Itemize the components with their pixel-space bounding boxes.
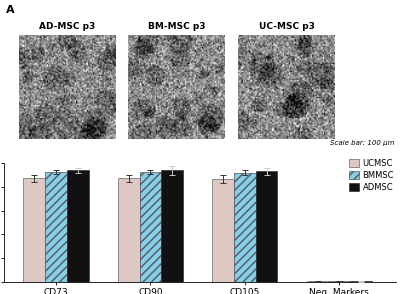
Bar bbox=[350, 281, 372, 282]
Bar bbox=[307, 281, 328, 282]
Text: BM-MSC p3: BM-MSC p3 bbox=[148, 22, 206, 31]
Bar bbox=[328, 281, 350, 282]
Text: Scale bar: 100 μm: Scale bar: 100 μm bbox=[330, 140, 394, 146]
Bar bbox=[161, 171, 183, 282]
Legend: UCMSC, BMMSC, ADMSC: UCMSC, BMMSC, ADMSC bbox=[348, 157, 396, 193]
Bar bbox=[256, 171, 278, 282]
Bar bbox=[45, 172, 67, 282]
Bar bbox=[234, 173, 256, 282]
Bar bbox=[67, 171, 88, 282]
Bar bbox=[118, 178, 140, 282]
Bar bbox=[23, 178, 45, 282]
Text: A: A bbox=[6, 6, 14, 16]
Bar bbox=[140, 172, 161, 282]
Bar bbox=[212, 179, 234, 282]
Text: AD-MSC p3: AD-MSC p3 bbox=[39, 22, 95, 31]
Text: UC-MSC p3: UC-MSC p3 bbox=[259, 22, 315, 31]
